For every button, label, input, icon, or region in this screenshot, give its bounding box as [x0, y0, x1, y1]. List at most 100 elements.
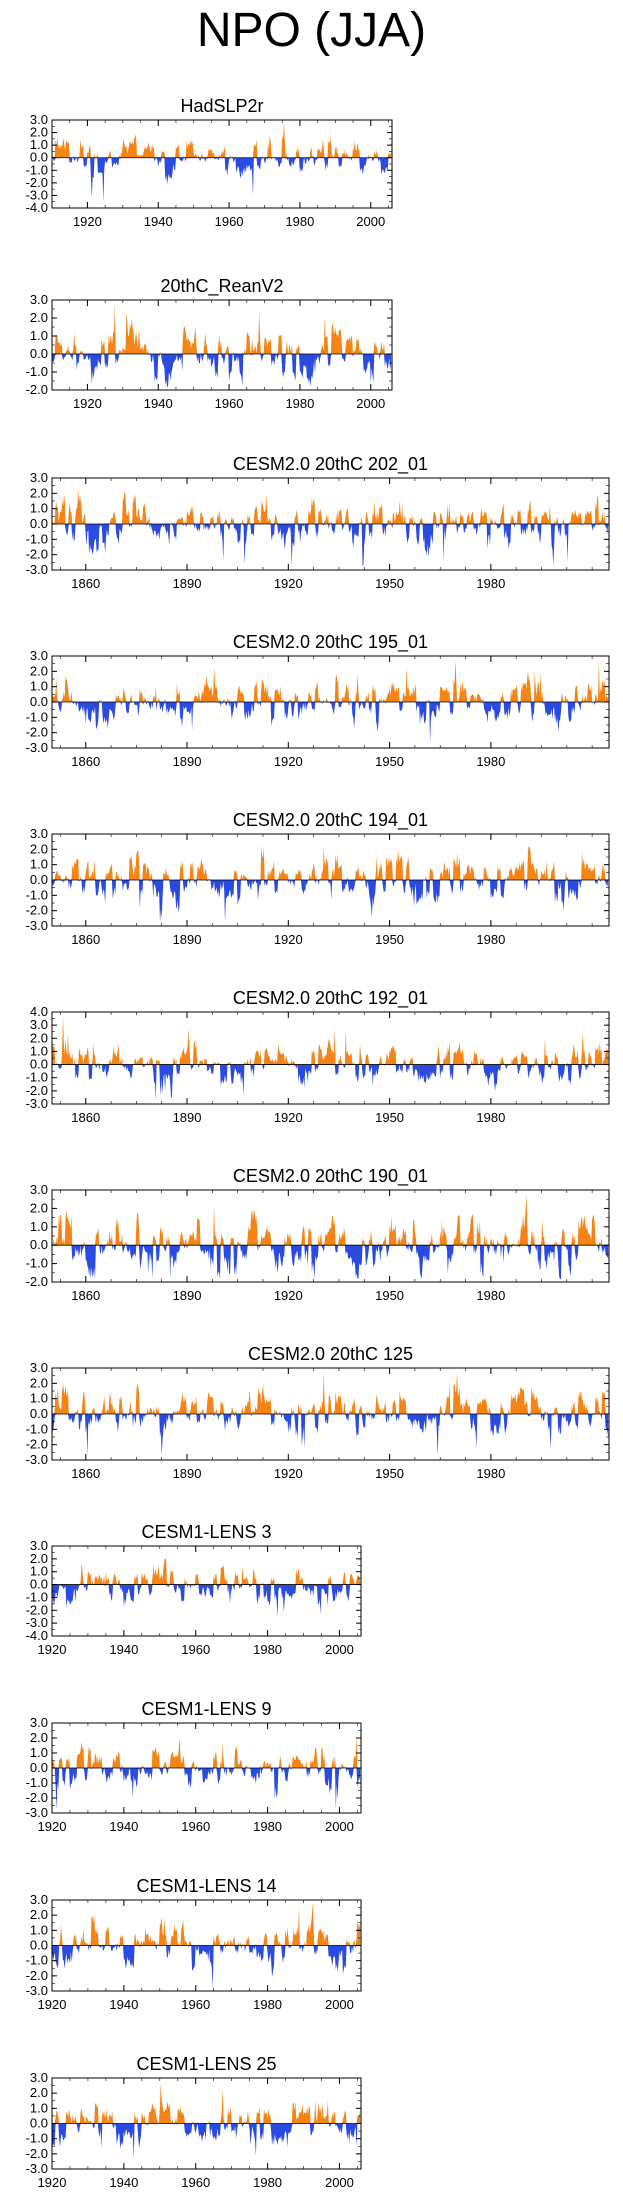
x-tick-label: 1980 — [253, 1642, 282, 1657]
x-tick-label: 2000 — [356, 214, 385, 229]
x-tick-label: 1920 — [38, 2175, 67, 2190]
y-tick-label: 2.0 — [30, 841, 48, 856]
panel-title: CESM1-LENS 14 — [136, 1876, 276, 1896]
panel-5: CESM2.0 20thC 194_01 3.02.01.00.0-1.0-2.0… — [26, 810, 610, 947]
y-tick-label: 1.0 — [30, 1219, 48, 1234]
x-tick-label: 1980 — [476, 754, 505, 769]
y-tick-label: -2.0 — [26, 1083, 48, 1098]
y-tick-label: -2.0 — [26, 2146, 48, 2161]
y-tick-label: 1.0 — [30, 1564, 48, 1579]
y-tick-label: -2.0 — [26, 1602, 48, 1617]
panel-title: CESM1-LENS 25 — [136, 2054, 276, 2074]
x-tick-label: 1980 — [285, 396, 314, 411]
y-tick-label: 2.0 — [30, 663, 48, 678]
panel-9: CESM1-LENS 3 3.02.01.00.0-1.0-2.0-3.0-4.0… — [26, 1522, 362, 1657]
x-tick-label: 1960 — [181, 1642, 210, 1657]
positive-anomaly-area — [52, 304, 392, 354]
y-tick-label: 2.0 — [30, 1907, 48, 1922]
panel-2: 20thC_ReanV2 3.0 2.0 1.0 0.0 -1.0 -2.0 1920 1940… — [26, 276, 393, 411]
x-tick-label: 1940 — [109, 1819, 138, 1834]
negative-anomaly-area — [52, 880, 609, 923]
x-tick-label: 1920 — [274, 1466, 303, 1481]
panel-8: CESM2.0 20thC 125 3.02.01.00.0-1.0-2.0-3.… — [26, 1344, 610, 1481]
y-tick-label: 0.0 — [30, 2116, 48, 2131]
x-tick-label: 1920 — [38, 1642, 67, 1657]
x-tick-label: 1920 — [274, 576, 303, 591]
panel-title: 20thC_ReanV2 — [160, 276, 283, 297]
x-tick-label: 2000 — [325, 1997, 354, 2012]
y-tick-label: -3.0 — [26, 1805, 48, 1820]
x-tick-label: 1920 — [73, 396, 102, 411]
y-tick-label: 0.0 — [30, 1406, 48, 1421]
x-tick-label: 1960 — [215, 396, 244, 411]
x-tick-label: 1920 — [274, 754, 303, 769]
x-tick-label: 1950 — [375, 1288, 404, 1303]
x-tick-label: 1940 — [144, 396, 173, 411]
x-tick-label: 1980 — [253, 1819, 282, 1834]
x-tick-label: 1950 — [375, 932, 404, 947]
positive-anomaly-area — [52, 1557, 361, 1585]
panel-12: CESM1-LENS 25 3.02.01.00.0-1.0-2.0-3.0192… — [26, 2054, 362, 2190]
y-tick-label: 3.0 — [30, 470, 48, 485]
positive-anomaly-area — [52, 2083, 361, 2124]
y-tick-label: -1.0 — [26, 364, 48, 379]
y-tick-label: -1.0 — [26, 709, 48, 724]
panel-3: CESM2.0 20thC 202_01 3.02.01.00.0-1.0-2.0… — [26, 454, 610, 591]
x-tick-label: 1940 — [109, 1997, 138, 2012]
y-tick-label: -2.0 — [26, 1968, 48, 1983]
y-tick-label: -1.0 — [26, 162, 48, 177]
y-tick-label: -4.0 — [26, 1628, 48, 1643]
y-tick-label: -2.0 — [26, 903, 48, 918]
x-tick-label: 1960 — [181, 1997, 210, 2012]
x-tick-label: 1920 — [38, 1819, 67, 1834]
y-tick-label: -4.0 — [26, 200, 48, 215]
y-tick-label: -2.0 — [26, 725, 48, 740]
x-tick-label: 1950 — [375, 754, 404, 769]
panel-title: CESM2.0 20thC 195_01 — [233, 632, 428, 653]
x-tick-label: 1860 — [71, 1288, 100, 1303]
panel-title: CESM2.0 20thC 190_01 — [233, 1166, 428, 1187]
y-tick-label: 3.0 — [30, 1017, 48, 1032]
y-tick-label: -1.0 — [26, 1256, 48, 1271]
y-tick-label: 3.0 — [30, 1715, 48, 1730]
x-tick-label: 1980 — [476, 932, 505, 947]
x-tick-label: 1890 — [173, 1288, 202, 1303]
x-tick-label: 1940 — [144, 214, 173, 229]
positive-anomaly-area — [52, 1016, 609, 1065]
y-tick-label: -2.0 — [26, 547, 48, 562]
x-tick-label: 1980 — [476, 576, 505, 591]
x-tick-label: 1950 — [375, 1466, 404, 1481]
y-tick-label: -1.0 — [26, 531, 48, 546]
y-tick-label: 0.0 — [30, 1237, 48, 1252]
y-tick-label: 2.0 — [30, 1551, 48, 1566]
panel-7: CESM2.0 20thC 190_01 3.0 2.0 1.0 0.0 -1.0 -2.0… — [26, 1166, 610, 1303]
y-tick-label: 0.0 — [30, 1938, 48, 1953]
x-tick-label: 1980 — [476, 1110, 505, 1125]
y-tick-label: 1.0 — [30, 1922, 48, 1937]
negative-anomaly-area — [52, 1584, 361, 1617]
negative-anomaly-area — [52, 157, 392, 202]
panel-11: CESM1-LENS 14 3.02.01.00.0-1.0-2.0-3.0192… — [26, 1876, 362, 2012]
y-tick-label: -1.0 — [26, 2131, 48, 2146]
y-tick-label: -3.0 — [26, 187, 48, 202]
y-tick-label: 2.0 — [30, 1730, 48, 1745]
y-tick-label: 1.0 — [30, 328, 48, 343]
x-tick-label: 1940 — [109, 2175, 138, 2190]
y-tick-label: 1.0 — [30, 137, 48, 152]
y-tick-label: -1.0 — [26, 1589, 48, 1604]
x-tick-label: 1950 — [375, 576, 404, 591]
x-tick-label: 1920 — [38, 1997, 67, 2012]
y-tick-label: -1.0 — [26, 887, 48, 902]
negative-anomaly-area — [52, 1768, 361, 1810]
panel-title: CESM2.0 20thC 194_01 — [233, 810, 428, 831]
y-tick-label: 2.0 — [30, 125, 48, 140]
x-tick-label: 2000 — [325, 1642, 354, 1657]
x-tick-label: 1860 — [71, 754, 100, 769]
negative-anomaly-area — [52, 702, 609, 744]
y-tick-label: 0.0 — [30, 1057, 48, 1072]
y-tick-label: 3.0 — [30, 1538, 48, 1553]
y-tick-label: -3.0 — [26, 1096, 48, 1111]
x-tick-label: 2000 — [325, 2175, 354, 2190]
y-tick-label: -3.0 — [26, 740, 48, 755]
